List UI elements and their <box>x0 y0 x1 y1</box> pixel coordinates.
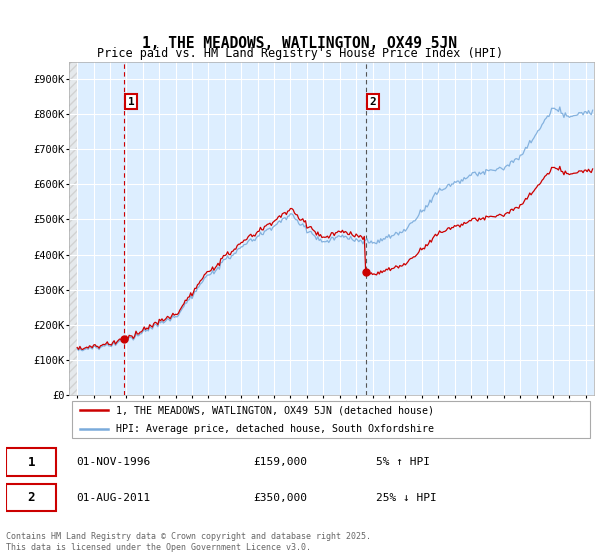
Text: 25% ↓ HPI: 25% ↓ HPI <box>376 493 437 502</box>
FancyBboxPatch shape <box>6 484 56 511</box>
Bar <box>69 62 77 395</box>
Text: 5% ↑ HPI: 5% ↑ HPI <box>376 457 430 467</box>
Text: 2: 2 <box>370 97 376 106</box>
FancyBboxPatch shape <box>71 401 590 438</box>
Text: Contains HM Land Registry data © Crown copyright and database right 2025.
This d: Contains HM Land Registry data © Crown c… <box>6 533 371 552</box>
Text: 1: 1 <box>128 97 134 106</box>
Text: 1, THE MEADOWS, WATLINGTON, OX49 5JN: 1, THE MEADOWS, WATLINGTON, OX49 5JN <box>143 36 458 50</box>
FancyBboxPatch shape <box>6 449 56 475</box>
Text: £159,000: £159,000 <box>253 457 307 467</box>
Text: £350,000: £350,000 <box>253 493 307 502</box>
Text: Price paid vs. HM Land Registry's House Price Index (HPI): Price paid vs. HM Land Registry's House … <box>97 46 503 60</box>
Text: 1: 1 <box>28 455 35 469</box>
Text: 2: 2 <box>28 491 35 504</box>
Text: HPI: Average price, detached house, South Oxfordshire: HPI: Average price, detached house, Sout… <box>116 424 434 433</box>
Text: 1, THE MEADOWS, WATLINGTON, OX49 5JN (detached house): 1, THE MEADOWS, WATLINGTON, OX49 5JN (de… <box>116 405 434 415</box>
Text: 01-NOV-1996: 01-NOV-1996 <box>77 457 151 467</box>
Text: 01-AUG-2011: 01-AUG-2011 <box>77 493 151 502</box>
